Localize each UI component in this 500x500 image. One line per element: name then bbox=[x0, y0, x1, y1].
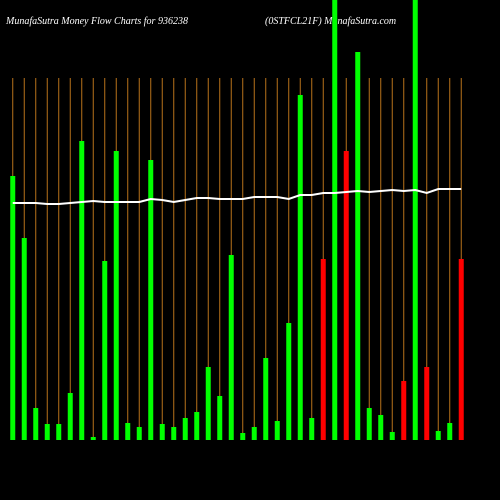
bar bbox=[332, 0, 338, 440]
bar bbox=[240, 433, 246, 440]
bar bbox=[171, 427, 177, 440]
bar bbox=[136, 427, 142, 440]
bar bbox=[458, 259, 464, 440]
bar bbox=[435, 431, 441, 440]
bar bbox=[412, 0, 418, 440]
bar bbox=[102, 261, 108, 440]
bar bbox=[447, 423, 453, 440]
bar bbox=[21, 238, 27, 440]
bar bbox=[159, 424, 165, 440]
bar bbox=[56, 424, 62, 440]
bar bbox=[205, 367, 211, 440]
bar bbox=[343, 151, 349, 440]
bar bbox=[90, 437, 96, 440]
bar bbox=[33, 408, 39, 440]
bar bbox=[286, 323, 292, 440]
bar bbox=[67, 393, 73, 440]
bar bbox=[194, 412, 200, 440]
bar bbox=[389, 432, 395, 440]
bar bbox=[125, 423, 131, 440]
bar bbox=[10, 176, 16, 440]
bar bbox=[217, 396, 223, 440]
money-flow-line bbox=[12, 188, 462, 205]
chart-subtitle: (0STFCL21F) MunafaSutra.com bbox=[265, 16, 396, 27]
chart-title: MunafaSutra Money Flow Charts for 936238 bbox=[5, 16, 188, 27]
bar bbox=[355, 52, 361, 440]
bar bbox=[366, 408, 372, 440]
bar bbox=[378, 415, 384, 440]
bar bbox=[228, 255, 234, 440]
bar bbox=[148, 160, 154, 440]
bar bbox=[251, 427, 257, 440]
bar bbox=[309, 418, 315, 440]
bar bbox=[263, 358, 269, 440]
bar bbox=[297, 95, 303, 440]
bar bbox=[424, 367, 430, 440]
bar bbox=[113, 151, 119, 440]
bar bbox=[274, 421, 280, 440]
bar bbox=[44, 424, 50, 440]
bar bbox=[182, 418, 188, 440]
bar bbox=[320, 259, 326, 440]
bar bbox=[79, 141, 85, 440]
bar bbox=[401, 381, 407, 440]
